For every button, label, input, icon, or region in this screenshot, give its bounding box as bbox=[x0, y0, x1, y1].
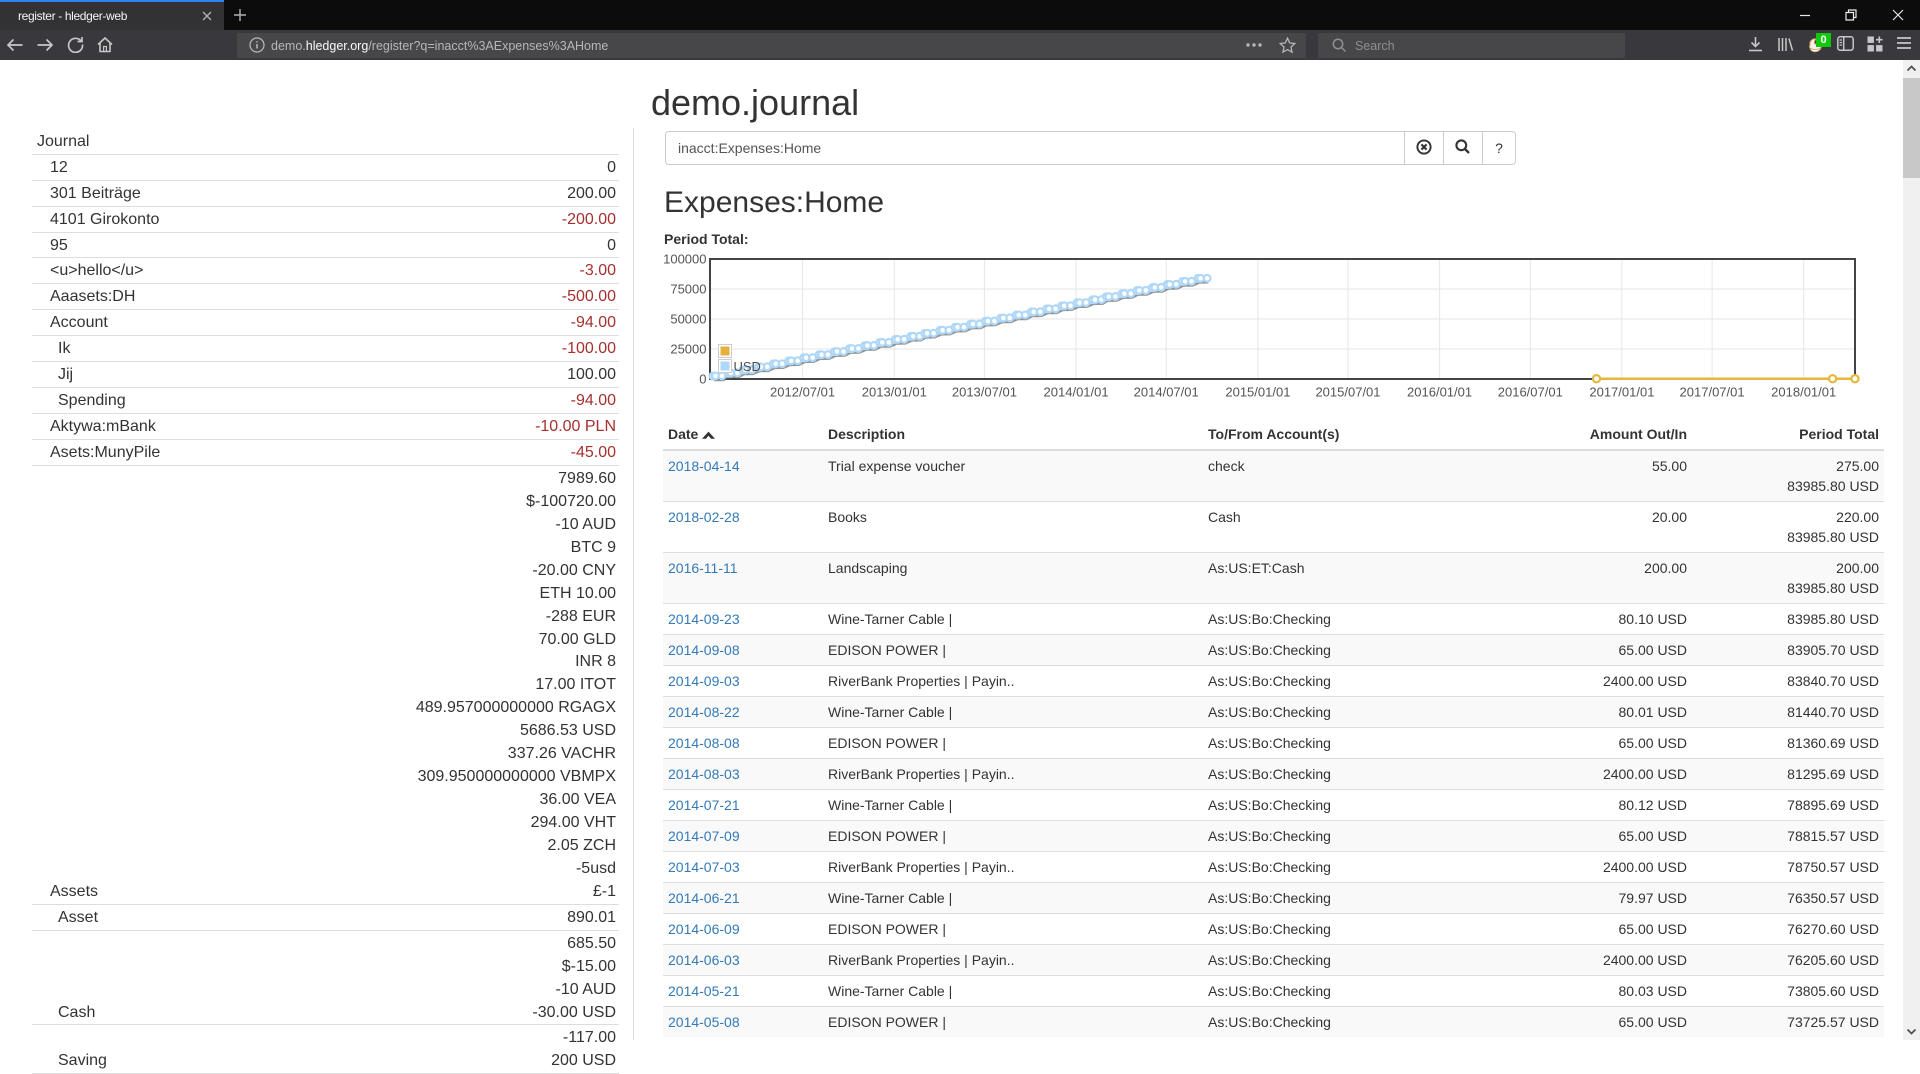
svg-text:50000: 50000 bbox=[670, 312, 706, 327]
svg-text:2015/01/01: 2015/01/01 bbox=[1225, 385, 1290, 400]
svg-text:2014/07/01: 2014/07/01 bbox=[1134, 385, 1199, 400]
svg-text:2015/07/01: 2015/07/01 bbox=[1315, 385, 1380, 400]
svg-text:2017/01/01: 2017/01/01 bbox=[1589, 385, 1654, 400]
svg-text:100000: 100000 bbox=[663, 252, 706, 267]
svg-text:75000: 75000 bbox=[670, 282, 706, 297]
svg-text:2018/01/01: 2018/01/01 bbox=[1771, 385, 1836, 400]
svg-text:2013/07/01: 2013/07/01 bbox=[952, 385, 1017, 400]
svg-text:2016/07/01: 2016/07/01 bbox=[1498, 385, 1563, 400]
svg-text:2017/07/01: 2017/07/01 bbox=[1680, 385, 1745, 400]
svg-text:2016/01/01: 2016/01/01 bbox=[1407, 385, 1472, 400]
svg-text:2012/07/01: 2012/07/01 bbox=[770, 385, 835, 400]
svg-text:0: 0 bbox=[699, 372, 706, 387]
svg-text:25000: 25000 bbox=[670, 342, 706, 357]
svg-text:2014/01/01: 2014/01/01 bbox=[1044, 385, 1109, 400]
svg-text:2013/01/01: 2013/01/01 bbox=[862, 385, 927, 400]
svg-text:USD: USD bbox=[734, 359, 761, 374]
